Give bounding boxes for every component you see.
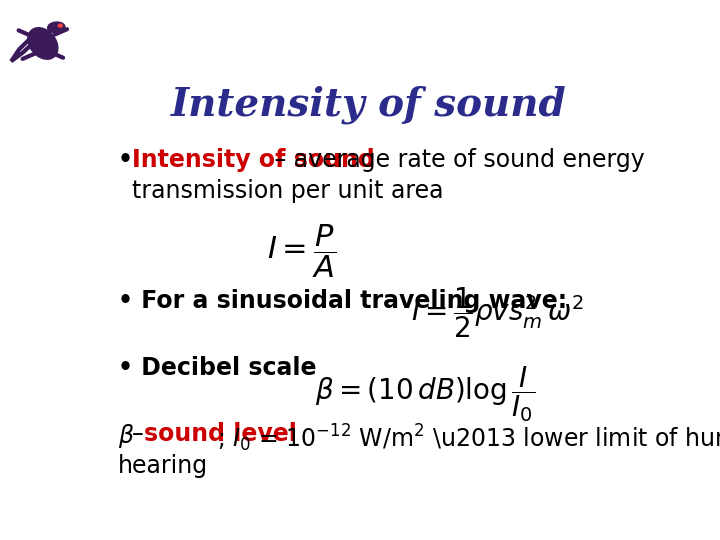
Text: sound level: sound level [143, 422, 297, 447]
Text: $\beta = (10\,dB)\log\dfrac{I}{I_0}$: $\beta = (10\,dB)\log\dfrac{I}{I_0}$ [315, 364, 535, 424]
Text: Intensity of sound: Intensity of sound [132, 148, 374, 172]
Text: Intensity of sound: Intensity of sound [171, 85, 567, 124]
Circle shape [58, 24, 62, 27]
Text: $\beta$: $\beta$ [118, 422, 134, 450]
Text: • For a sinusoidal traveling wave:: • For a sinusoidal traveling wave: [118, 289, 567, 313]
Text: – average rate of sound energy: – average rate of sound energy [132, 148, 644, 172]
Ellipse shape [48, 22, 65, 33]
Text: • Decibel scale: • Decibel scale [118, 356, 316, 380]
Text: $I = \dfrac{1}{2}\rho v s_m^2\,\omega^2$: $I = \dfrac{1}{2}\rho v s_m^2\,\omega^2$ [411, 285, 584, 340]
Ellipse shape [28, 28, 58, 59]
Text: –: – [132, 422, 151, 447]
Text: $I = \dfrac{P}{A}$: $I = \dfrac{P}{A}$ [267, 223, 337, 280]
Text: hearing: hearing [118, 454, 208, 477]
Text: •: • [118, 148, 141, 172]
Text: transmission per unit area: transmission per unit area [132, 179, 444, 203]
Text: ; $I_0$ = 10$^{-12}$ W/m$^2$ \u2013 lower limit of human: ; $I_0$ = 10$^{-12}$ W/m$^2$ \u2013 lowe… [217, 422, 720, 454]
